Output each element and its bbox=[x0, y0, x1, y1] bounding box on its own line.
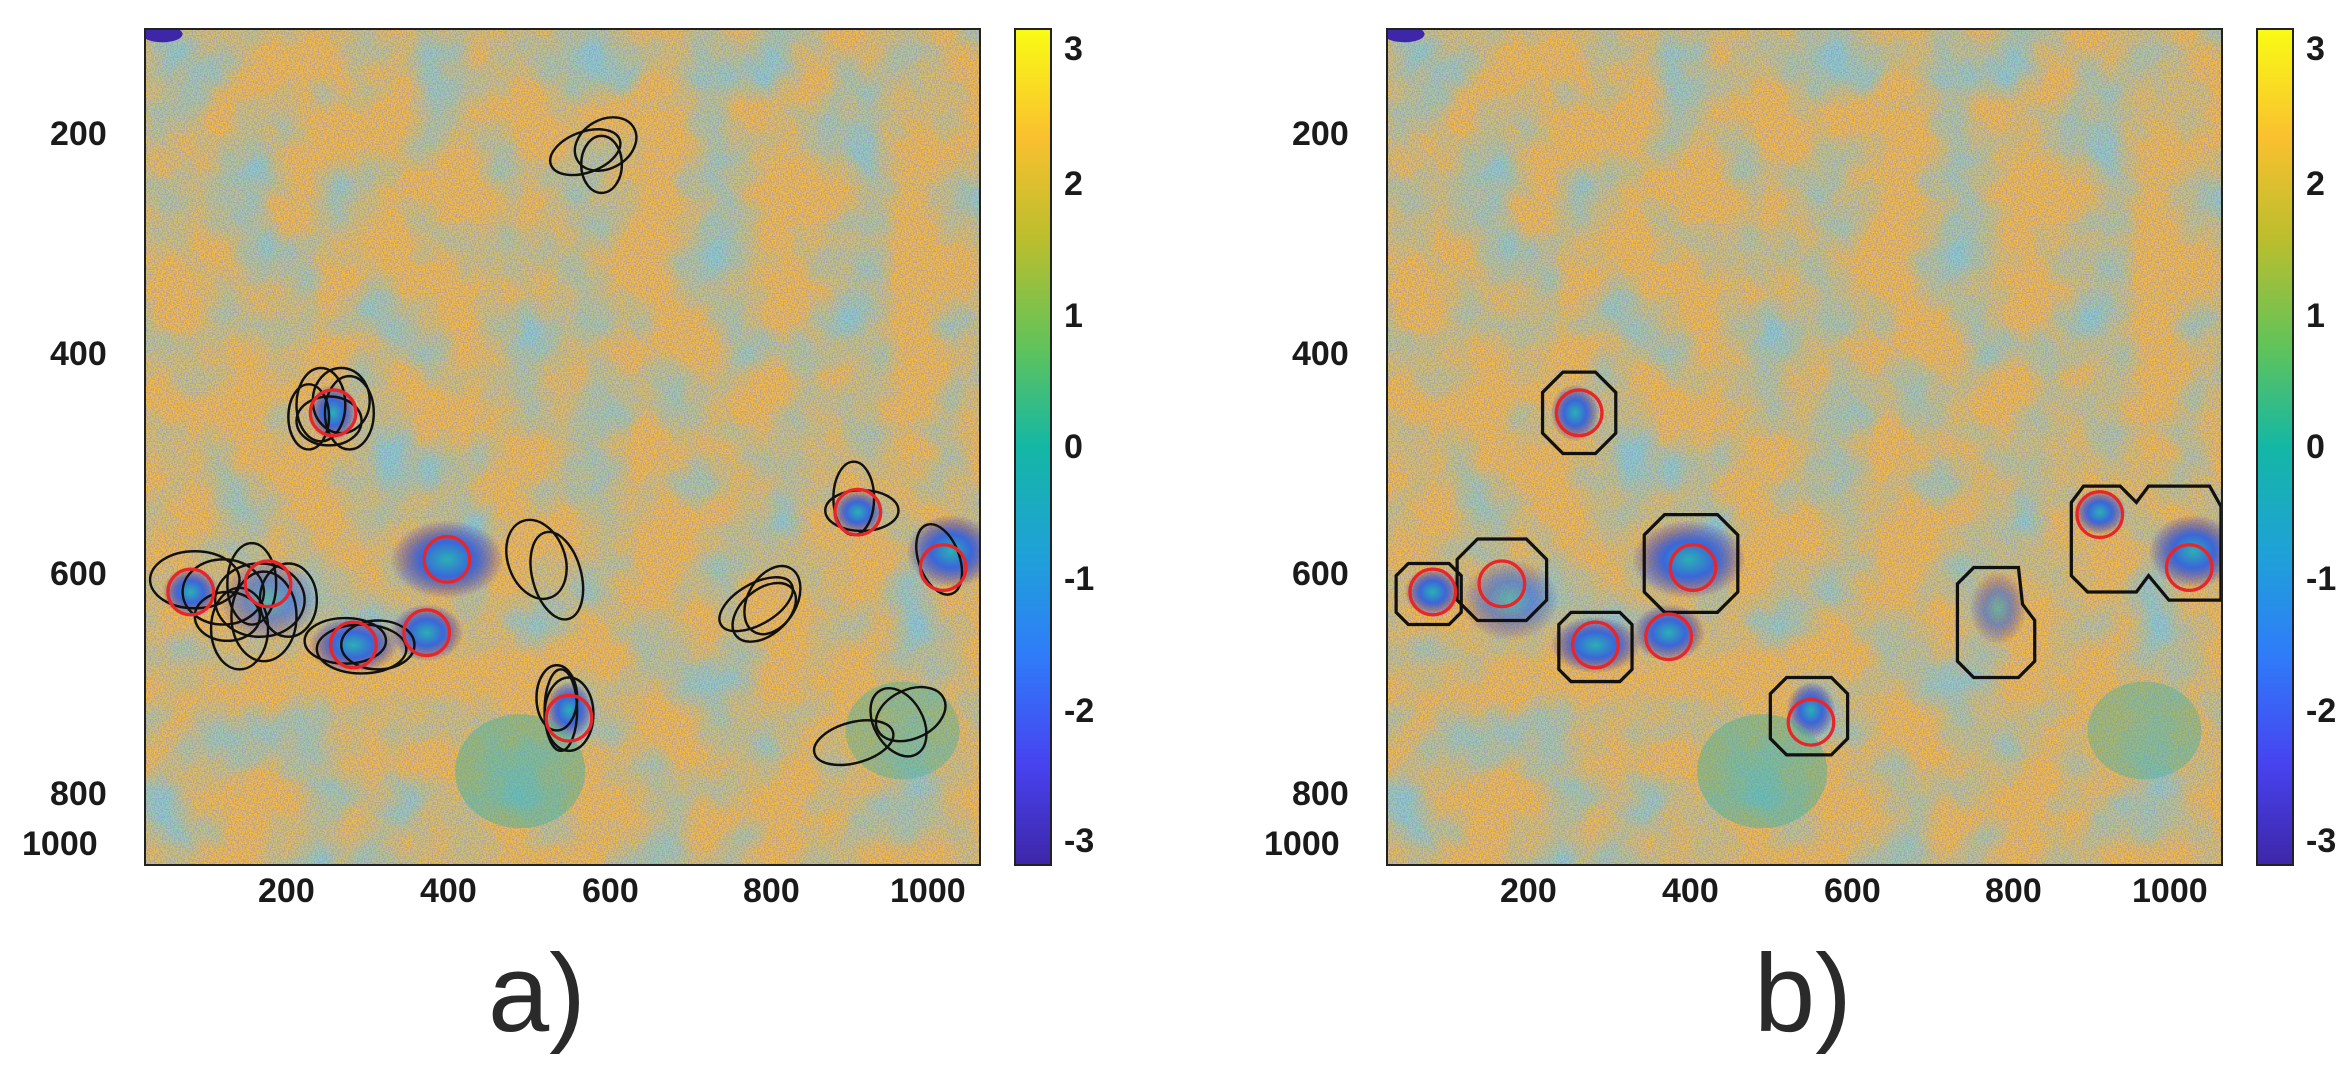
colorbar-tick-label: 3 bbox=[1064, 30, 1083, 68]
red-markers bbox=[166, 388, 968, 743]
panel-a: 200 400 600 800 1000 200 400 600 800 100… bbox=[22, 28, 1095, 1055]
phase-map-b-svg bbox=[1388, 30, 2221, 864]
colorbar-tick-label: -3 bbox=[1064, 822, 1095, 860]
x-tick-label: 1000 bbox=[890, 872, 966, 910]
colorbar-tick-label: 1 bbox=[1064, 297, 1083, 335]
colorbar-tick-label: 1 bbox=[2306, 297, 2325, 335]
colorbar-tick-label: 0 bbox=[2306, 428, 2325, 466]
y-tick-label: 800 bbox=[1292, 775, 1349, 813]
x-tick-label: 200 bbox=[258, 872, 315, 910]
x-tick-label: 1000 bbox=[2132, 872, 2208, 910]
ellipse-outlines bbox=[148, 116, 964, 767]
phase-map-a-svg bbox=[146, 30, 979, 864]
colorbar-tick-label: -1 bbox=[1064, 560, 1095, 598]
y-tick-label: 800 bbox=[50, 775, 107, 813]
phase-map-b bbox=[1386, 28, 2223, 866]
low-value-regions bbox=[1388, 30, 2221, 829]
colorbar-tick-label: 2 bbox=[2306, 165, 2325, 203]
y-tick-label: 200 bbox=[50, 115, 107, 153]
colorbar-tick-label: -1 bbox=[2306, 560, 2337, 598]
x-tick-label: 400 bbox=[420, 872, 477, 910]
x-tick-label: 200 bbox=[1500, 872, 1557, 910]
red-markers bbox=[1408, 388, 2214, 747]
y-tick-label: 200 bbox=[1292, 115, 1349, 153]
colorbar-tick-label: -2 bbox=[2306, 692, 2337, 730]
colorbar-a bbox=[1014, 28, 1052, 866]
x-tick-label: 600 bbox=[1824, 872, 1881, 910]
panel-label-b: b) bbox=[1754, 932, 1852, 1055]
colorbar-tick-label: 0 bbox=[1064, 428, 1083, 466]
x-tick-label: 800 bbox=[743, 872, 800, 910]
y-tick-label: 400 bbox=[50, 335, 107, 373]
x-tick-label: 800 bbox=[1985, 872, 2042, 910]
colorbar-b bbox=[2256, 28, 2294, 866]
colorbar-tick-label: 3 bbox=[2306, 30, 2325, 68]
x-tick-label: 400 bbox=[1662, 872, 1719, 910]
y-tick-label: 600 bbox=[50, 555, 107, 593]
y-tick-label: 600 bbox=[1292, 555, 1349, 593]
colorbar-tick-label: -2 bbox=[1064, 692, 1095, 730]
panel-label-a: a) bbox=[488, 932, 586, 1055]
phase-map-a bbox=[144, 28, 981, 866]
octagon-outlines bbox=[1394, 370, 2221, 757]
x-tick-label: 600 bbox=[582, 872, 639, 910]
y-tick-label: 1000 bbox=[22, 825, 98, 863]
y-tick-label: 1000 bbox=[1264, 825, 1340, 863]
y-tick-label: 400 bbox=[1292, 335, 1349, 373]
panel-b: 200 400 600 800 1000 200 400 600 800 100… bbox=[1169, 0, 2338, 1086]
colorbar-tick-label: -3 bbox=[2306, 822, 2337, 860]
colorbar-tick-label: 2 bbox=[1064, 165, 1083, 203]
